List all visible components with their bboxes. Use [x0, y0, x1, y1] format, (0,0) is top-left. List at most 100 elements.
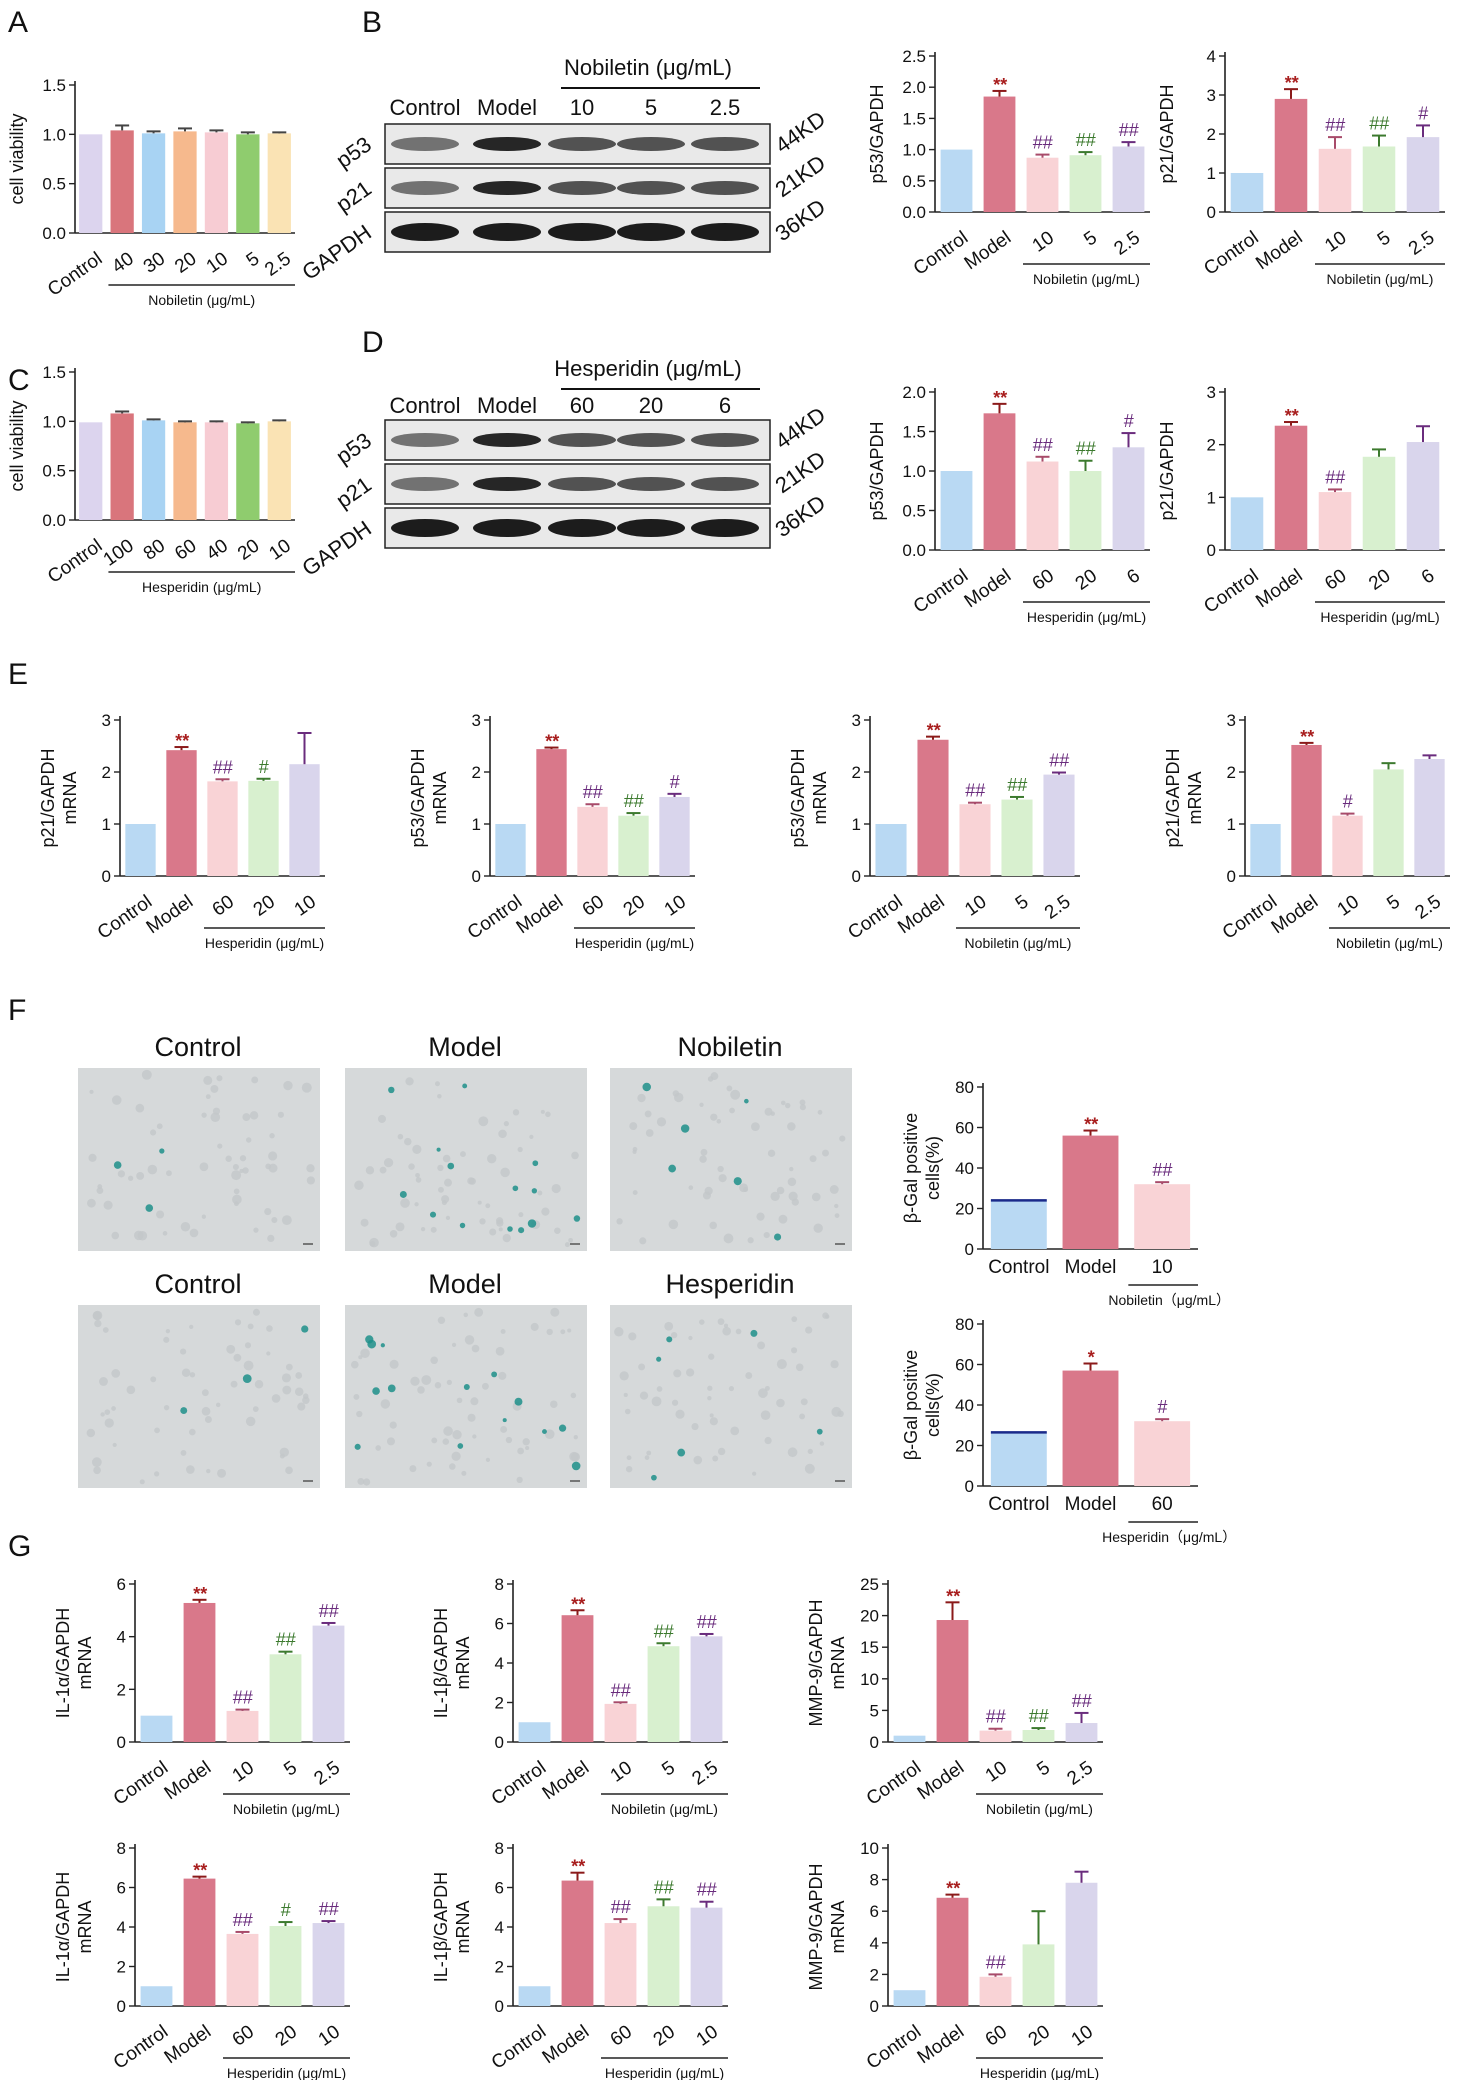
group-label: Nobiletin (μg/mL) [233, 1801, 340, 1817]
stained-cell [463, 1384, 470, 1390]
category-label: 60 [229, 2021, 258, 2050]
group-label: Hesperidin (μg/mL) [142, 579, 261, 595]
category-label: 20 [234, 535, 263, 564]
y-tick-label: 5 [870, 1701, 879, 1720]
bar [236, 423, 260, 520]
bar [979, 1730, 1012, 1742]
y-axis-label-2: mRNA [453, 1901, 473, 1954]
group-label: Nobiletin（μg/mL） [1108, 1292, 1230, 1308]
cell [822, 1149, 829, 1157]
chart-a: 0.0 0.5 1.0 1.5 cell viability Control 40 30 20 1… [7, 76, 295, 308]
cell [400, 1198, 410, 1208]
panel-label-d: D [362, 326, 384, 359]
cell [787, 1122, 796, 1131]
cell [817, 1109, 823, 1115]
significance-mark: ## [1369, 114, 1390, 134]
cell [807, 1448, 813, 1455]
category-label: 60 [1152, 1494, 1173, 1515]
cell [780, 1100, 786, 1106]
cell [723, 1323, 729, 1328]
lane-label: 5 [645, 95, 657, 120]
group-label: Hesperidin (μg/mL) [227, 2065, 346, 2080]
cell [799, 1104, 806, 1111]
stained-cell [459, 1222, 466, 1229]
y-tick-label: 8 [117, 1839, 126, 1858]
cell [383, 1157, 394, 1168]
panel-labels: A B C D E F G [8, 6, 384, 1563]
cell [570, 1392, 577, 1399]
cell [569, 1451, 579, 1462]
cell [707, 1396, 712, 1401]
stained-cell [774, 1233, 782, 1241]
significance-mark: ## [1032, 133, 1053, 153]
cell [756, 1212, 765, 1221]
y-axis-label: p53/GAPDH [867, 84, 887, 183]
bar [690, 1907, 723, 2006]
cell [500, 1328, 506, 1334]
cell [206, 1468, 211, 1474]
stained-cell [113, 1161, 122, 1169]
stained-cell [388, 1086, 395, 1094]
stained-cell [514, 1397, 523, 1406]
cell [442, 1438, 450, 1445]
blot-band [617, 223, 685, 241]
cell [717, 1318, 725, 1325]
cell [111, 1369, 121, 1378]
y-tick-label: 0 [965, 1240, 974, 1259]
y-axis-label: IL-1β/GAPDH [431, 1872, 451, 1982]
bar [1062, 1370, 1119, 1486]
category-label: 10 [1029, 227, 1058, 256]
micrograph: Control [78, 1032, 320, 1251]
bar [940, 149, 973, 212]
cell [357, 1477, 365, 1485]
category-label: Control [988, 1257, 1049, 1278]
cell [201, 1389, 209, 1397]
category-label: 6 [1123, 565, 1144, 588]
significance-mark: ## [232, 1910, 253, 1930]
category-label: Model [1268, 891, 1322, 938]
bar [917, 739, 949, 876]
cell [210, 1084, 219, 1093]
blot-band [691, 223, 759, 241]
cell [283, 1080, 293, 1091]
cell [281, 1215, 292, 1226]
bar [936, 1620, 969, 1742]
stained-cell [816, 1428, 823, 1435]
category-label: Control [844, 891, 906, 943]
cell [693, 1455, 703, 1465]
category-label: 2.5 [1411, 891, 1445, 923]
cell [487, 1153, 497, 1164]
stained-cell [507, 1226, 513, 1232]
significance-mark: ## [318, 1899, 339, 1919]
y-tick-label: 0.5 [902, 172, 926, 191]
y-axis-label: p53/GAPDH [867, 421, 887, 520]
category-label: Control [44, 535, 106, 587]
cell [285, 1363, 293, 1371]
micrograph: Control [78, 1269, 320, 1488]
significance-mark: # [1418, 103, 1429, 123]
cell [498, 1371, 507, 1380]
cell [451, 1342, 457, 1347]
significance-mark: # [1123, 411, 1134, 431]
cell [776, 1186, 785, 1195]
lane-label: 6 [719, 393, 731, 418]
cell [470, 1397, 479, 1406]
cell [498, 1227, 503, 1232]
cell [226, 1344, 236, 1354]
cell [752, 1471, 757, 1476]
cell [243, 1360, 254, 1371]
significance-mark: ## [582, 782, 603, 802]
cell [791, 1316, 798, 1323]
y-tick-label: 80 [955, 1315, 974, 1334]
y-tick-label: 20 [860, 1607, 879, 1626]
cell [481, 1382, 489, 1390]
cell [822, 1312, 829, 1319]
cell [201, 1214, 206, 1219]
cell [699, 1319, 705, 1325]
chart-g2: 0 2 4 6 8 IL-1β/GAPDH mRNA Control ** Model ## 10 ##… [431, 1575, 728, 1817]
cell [100, 1412, 105, 1417]
stained-cell [354, 1443, 361, 1450]
cell [632, 1149, 637, 1154]
cell [233, 1353, 242, 1362]
